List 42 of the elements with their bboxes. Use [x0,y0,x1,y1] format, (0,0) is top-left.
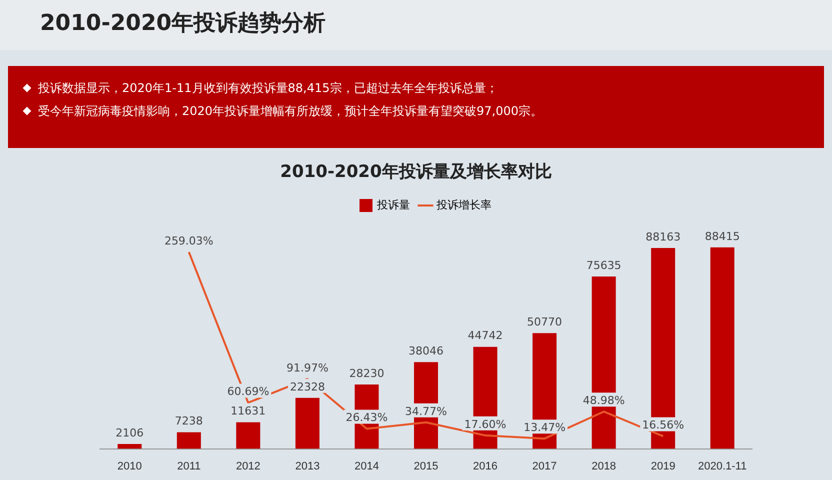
data-label: 75635 [586,258,622,272]
bar [236,422,260,449]
data-label: 13.47% [524,420,566,434]
bar [118,444,142,449]
legend-label: 投诉增长率 [436,198,492,212]
bar [710,247,734,449]
text: 投诉数据显示，2020年1-11月收到有效投诉量88,415宗，已超过去年全年投诉总量； [37,80,499,97]
data-label: 22328 [290,380,325,394]
x-tick-label: 2011 [177,460,201,472]
data-label: 88163 [646,230,681,244]
bar [295,398,320,449]
data-label: 2106 [116,426,144,440]
text: 受今年新冠病毒疫情影响，2020年投诉量增幅有所放缓，预计全年投诉量有望突破97,000宗。 [37,103,544,120]
data-label: 88415 [704,230,740,243]
data-label: 259.03% [164,234,214,248]
x-tick-label: 2018 [592,460,616,472]
x-tick-label: 2015 [414,460,438,472]
data-label: 16.56% [642,418,684,432]
data-label: 91.97% [286,361,328,374]
chart-subtitle: 2010-2020年投诉量及增长率对比 [279,161,553,183]
data-label: 38046 [408,344,444,358]
data-label: 44742 [468,329,503,342]
data-label: 26.43% [346,411,388,424]
data-label: 60.69% [227,385,270,398]
data-label: 48.98% [582,394,625,407]
data-label: 11631 [230,404,266,418]
x-tick-label: 2020.1-11 [698,460,747,472]
data-label: 28230 [349,366,384,380]
x-tick-label: 2014 [354,460,379,472]
bar [176,432,201,449]
chart-title: 2010-2020年投诉趋势分析 [40,10,326,38]
data-label: 50770 [527,316,562,329]
x-tick-label: 2013 [295,460,320,472]
x-tick-label: 2019 [650,460,676,472]
data-label: 7238 [174,414,203,428]
data-label: 34.77% [405,404,447,418]
data-label: 17.60% [464,418,506,431]
x-tick-label: 2017 [532,460,557,472]
legend-label: 投诉量 [376,198,410,212]
x-tick-label: 2012 [236,460,260,472]
x-tick-label: 2010 [117,460,142,472]
x-tick-label: 2016 [473,460,498,472]
